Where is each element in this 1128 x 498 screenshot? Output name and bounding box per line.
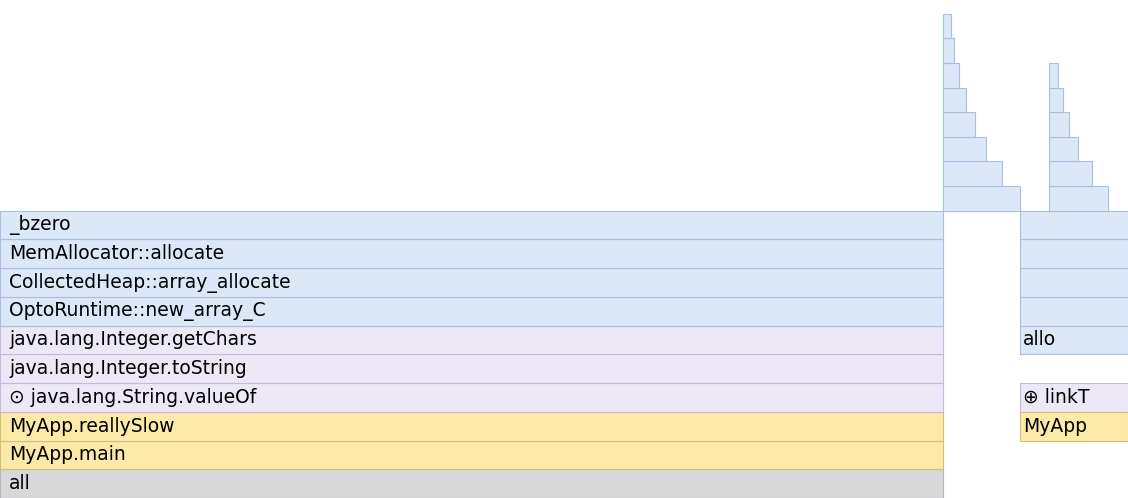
Text: OptoRuntime::new_array_C: OptoRuntime::new_array_C — [9, 301, 266, 321]
Bar — [1049, 137, 1078, 161]
Bar — [1020, 297, 1128, 326]
Text: ⊕ linkT: ⊕ linkT — [1023, 388, 1090, 407]
Text: MyApp.main: MyApp.main — [9, 445, 126, 465]
Bar — [1049, 63, 1058, 88]
Bar — [943, 161, 1002, 186]
Bar — [0, 355, 943, 383]
Bar — [0, 211, 943, 240]
Bar — [943, 88, 966, 112]
Bar — [943, 63, 959, 88]
Bar — [0, 326, 943, 355]
Text: allo: allo — [1023, 331, 1056, 350]
Text: ⊙ java.lang.String.valueOf: ⊙ java.lang.String.valueOf — [9, 388, 256, 407]
Bar — [1020, 240, 1128, 268]
Bar — [1020, 326, 1128, 355]
Bar — [0, 469, 943, 498]
Bar — [943, 112, 975, 137]
Bar — [943, 13, 951, 38]
Bar — [0, 240, 943, 268]
Text: MyApp: MyApp — [1023, 417, 1087, 436]
Text: all: all — [9, 474, 30, 493]
Bar — [1049, 161, 1092, 186]
Bar — [1020, 211, 1128, 240]
Bar — [943, 186, 1020, 211]
Text: java.lang.Integer.getChars: java.lang.Integer.getChars — [9, 331, 257, 350]
Text: java.lang.Integer.toString: java.lang.Integer.toString — [9, 359, 247, 378]
Bar — [0, 412, 943, 441]
Text: MyApp.reallySlow: MyApp.reallySlow — [9, 417, 175, 436]
Text: CollectedHeap::array_allocate: CollectedHeap::array_allocate — [9, 272, 291, 292]
Bar — [0, 383, 943, 412]
Bar — [0, 441, 943, 469]
Bar — [0, 268, 943, 297]
Bar — [943, 137, 986, 161]
Bar — [1049, 88, 1063, 112]
Bar — [1049, 112, 1069, 137]
Bar — [1020, 383, 1128, 412]
Bar — [943, 38, 954, 63]
Bar — [1020, 268, 1128, 297]
Text: MemAllocator::allocate: MemAllocator::allocate — [9, 245, 224, 263]
Bar — [1020, 412, 1128, 441]
Bar — [0, 297, 943, 326]
Text: _bzero: _bzero — [9, 215, 71, 235]
Bar — [1049, 186, 1108, 211]
